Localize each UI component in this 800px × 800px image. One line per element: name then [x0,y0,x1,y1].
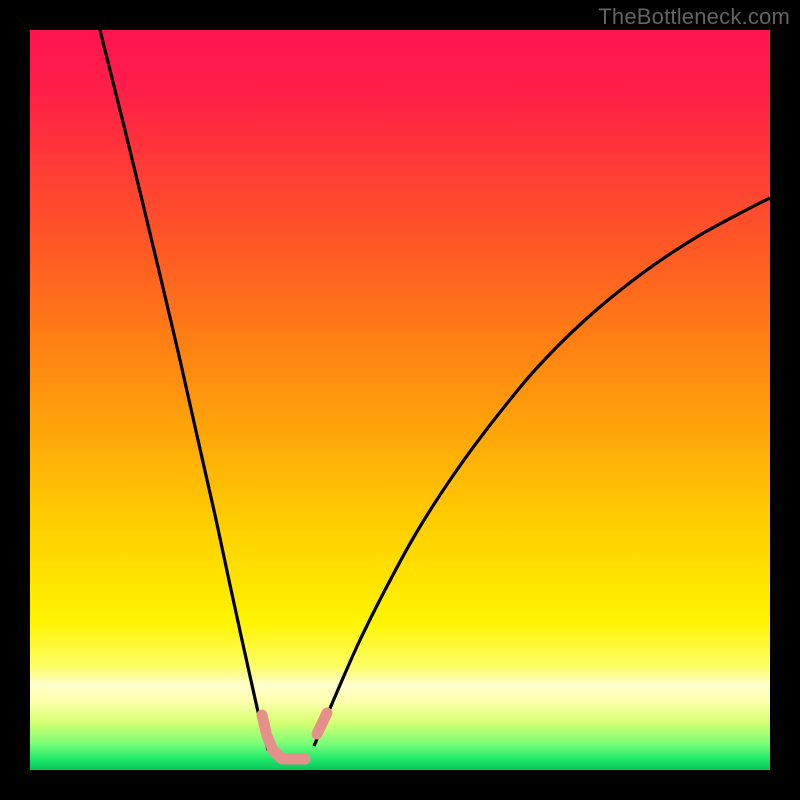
watermark-text: TheBottleneck.com [598,4,790,30]
chart-container: TheBottleneck.com [0,0,800,800]
plot-area [30,30,770,770]
curves-layer [30,30,770,770]
trough-markers [262,713,327,759]
left-bottleneck-curve [100,30,268,750]
right-bottleneck-curve [314,198,770,746]
